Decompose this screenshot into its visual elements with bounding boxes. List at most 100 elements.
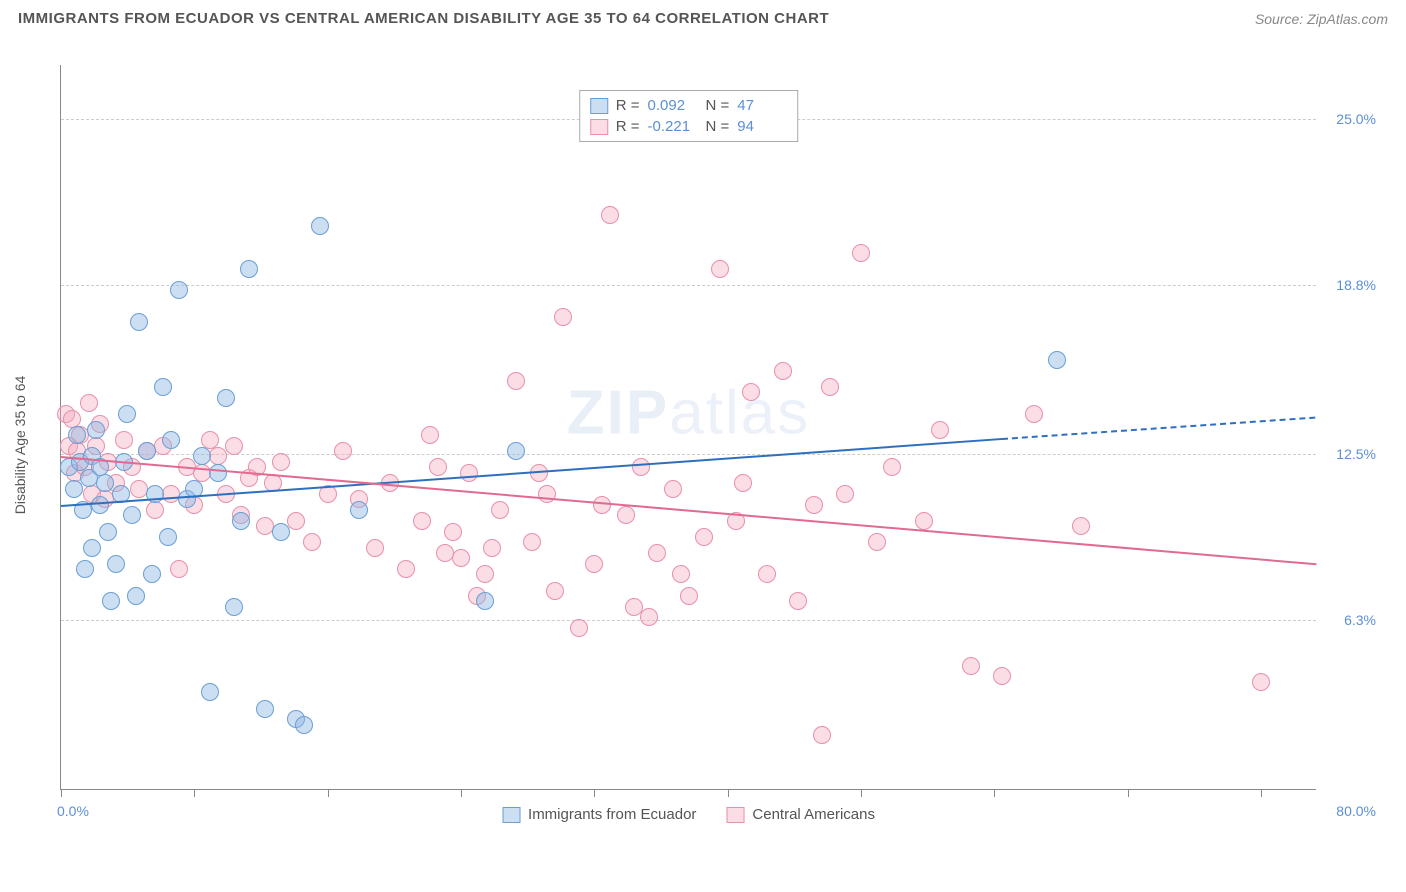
data-point [350, 501, 368, 519]
x-tick [194, 789, 195, 797]
y-tick-label: 25.0% [1336, 111, 1376, 127]
x-tick [994, 789, 995, 797]
data-point [225, 437, 243, 455]
data-point [444, 523, 462, 541]
x-tick [594, 789, 595, 797]
data-point [962, 657, 980, 675]
data-point [311, 217, 329, 235]
data-point [65, 480, 83, 498]
data-point [483, 539, 501, 557]
data-point [1025, 405, 1043, 423]
r-label-2: R = [616, 118, 640, 135]
y-tick-label: 6.3% [1344, 612, 1376, 628]
data-point [102, 592, 120, 610]
data-point [625, 598, 643, 616]
data-point [154, 378, 172, 396]
data-point [868, 533, 886, 551]
data-point [159, 528, 177, 546]
gridline [61, 285, 1316, 286]
data-point [836, 485, 854, 503]
data-point [695, 528, 713, 546]
data-point [83, 539, 101, 557]
data-point [789, 592, 807, 610]
n-value-2: 94 [737, 118, 787, 135]
data-point [601, 206, 619, 224]
data-point [334, 442, 352, 460]
data-point [217, 389, 235, 407]
chart-title: IMMIGRANTS FROM ECUADOR VS CENTRAL AMERI… [18, 10, 829, 27]
trend-line-extrapolated [1002, 416, 1316, 439]
data-point [225, 598, 243, 616]
data-point [303, 533, 321, 551]
legend-item-2: Central Americans [726, 806, 875, 823]
y-tick-label: 12.5% [1336, 446, 1376, 462]
r-label: R = [616, 97, 640, 114]
x-end-label: 80.0% [1336, 803, 1376, 819]
x-tick [861, 789, 862, 797]
data-point [546, 582, 564, 600]
data-point [1072, 517, 1090, 535]
data-point [883, 458, 901, 476]
x-tick [728, 789, 729, 797]
watermark-thin: atlas [669, 378, 810, 447]
n-label: N = [706, 97, 730, 114]
data-point [1048, 351, 1066, 369]
data-point [507, 372, 525, 390]
data-point [680, 587, 698, 605]
data-point [742, 383, 760, 401]
r-value-2: -0.221 [648, 118, 698, 135]
data-point [813, 726, 831, 744]
data-point [256, 700, 274, 718]
data-point [672, 565, 690, 583]
data-point [538, 485, 556, 503]
watermark-bold: ZIP [567, 378, 669, 447]
data-point [115, 431, 133, 449]
data-point [68, 426, 86, 444]
data-point [209, 464, 227, 482]
data-point [852, 244, 870, 262]
watermark: ZIPatlas [567, 377, 810, 448]
data-point [931, 421, 949, 439]
data-point [232, 512, 250, 530]
bottom-legend: Immigrants from Ecuador Central American… [502, 806, 875, 823]
data-point [87, 421, 105, 439]
x-start-label: 0.0% [57, 803, 89, 819]
x-tick [461, 789, 462, 797]
data-point [476, 592, 494, 610]
data-point [170, 281, 188, 299]
data-point [76, 560, 94, 578]
data-point [138, 442, 156, 460]
x-tick [328, 789, 329, 797]
x-tick [1261, 789, 1262, 797]
data-point [632, 458, 650, 476]
data-point [585, 555, 603, 573]
data-point [421, 426, 439, 444]
data-point [272, 523, 290, 541]
data-point [821, 378, 839, 396]
r-value-1: 0.092 [648, 97, 698, 114]
data-point [640, 608, 658, 626]
data-point [915, 512, 933, 530]
data-point [143, 565, 161, 583]
data-point [96, 474, 114, 492]
data-point [80, 394, 98, 412]
data-point [170, 560, 188, 578]
data-point [452, 549, 470, 567]
data-point [193, 447, 211, 465]
data-point [507, 442, 525, 460]
data-point [570, 619, 588, 637]
stats-box: R = 0.092 N = 47 R = -0.221 N = 94 [579, 90, 799, 142]
swatch-series-1 [590, 98, 608, 114]
data-point [491, 501, 509, 519]
x-tick [61, 789, 62, 797]
data-point [99, 523, 117, 541]
data-point [758, 565, 776, 583]
data-point [460, 464, 478, 482]
data-point [436, 544, 454, 562]
n-label-2: N = [706, 118, 730, 135]
data-point [1252, 673, 1270, 691]
data-point [774, 362, 792, 380]
legend-item-1: Immigrants from Ecuador [502, 806, 696, 823]
data-point [287, 512, 305, 530]
stats-row-2: R = -0.221 N = 94 [590, 116, 788, 137]
